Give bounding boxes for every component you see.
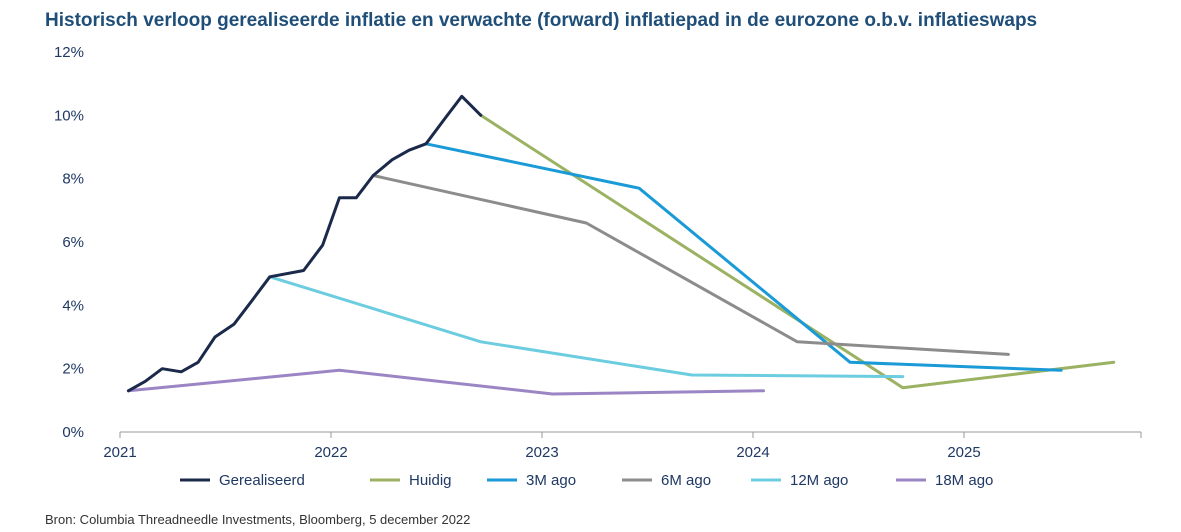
x-tick-label: 2022 xyxy=(314,444,347,461)
legend-label: 6M ago xyxy=(661,472,711,489)
y-tick-label: 2% xyxy=(62,361,84,378)
series-line-12m-ago xyxy=(268,275,905,379)
y-tick-label: 0% xyxy=(62,424,84,441)
legend-label: 18M ago xyxy=(935,472,993,489)
legend-label: Gerealiseerd xyxy=(219,472,305,489)
series-line-6m-ago xyxy=(371,174,1010,356)
x-axis: 2021 2022 2023 2024 2025 xyxy=(103,431,1142,461)
x-tick-label: 2023 xyxy=(525,444,558,461)
series-line-18m-ago xyxy=(126,368,765,396)
legend: Gerealiseerd Huidig 3M ago 6M ago 12M ago 18M… xyxy=(180,472,993,489)
plot-area xyxy=(126,94,1116,396)
source-note: Bron: Columbia Threadneedle Investments,… xyxy=(45,512,471,527)
legend-label: 12M ago xyxy=(790,472,848,489)
y-tick-label: 8% xyxy=(62,171,84,188)
y-tick-label: 12% xyxy=(54,44,84,61)
legend-label: Huidig xyxy=(409,472,452,489)
x-tick-label: 2025 xyxy=(947,444,980,461)
x-tick-label: 2024 xyxy=(736,444,769,461)
series-line-huidig xyxy=(479,113,1116,390)
y-tick-label: 4% xyxy=(62,297,84,314)
y-axis: 0% 2% 4% 6% 8% 10% 12% xyxy=(54,44,84,441)
y-tick-label: 6% xyxy=(62,234,84,251)
legend-label: 3M ago xyxy=(526,472,576,489)
y-tick-label: 10% xyxy=(54,107,84,124)
series-line-3m-ago xyxy=(424,142,1063,372)
series-line-gerealiseerd xyxy=(126,94,483,393)
x-tick-label: 2021 xyxy=(103,444,136,461)
chart-title: Historisch verloop gerealiseerde inflati… xyxy=(45,10,1038,31)
